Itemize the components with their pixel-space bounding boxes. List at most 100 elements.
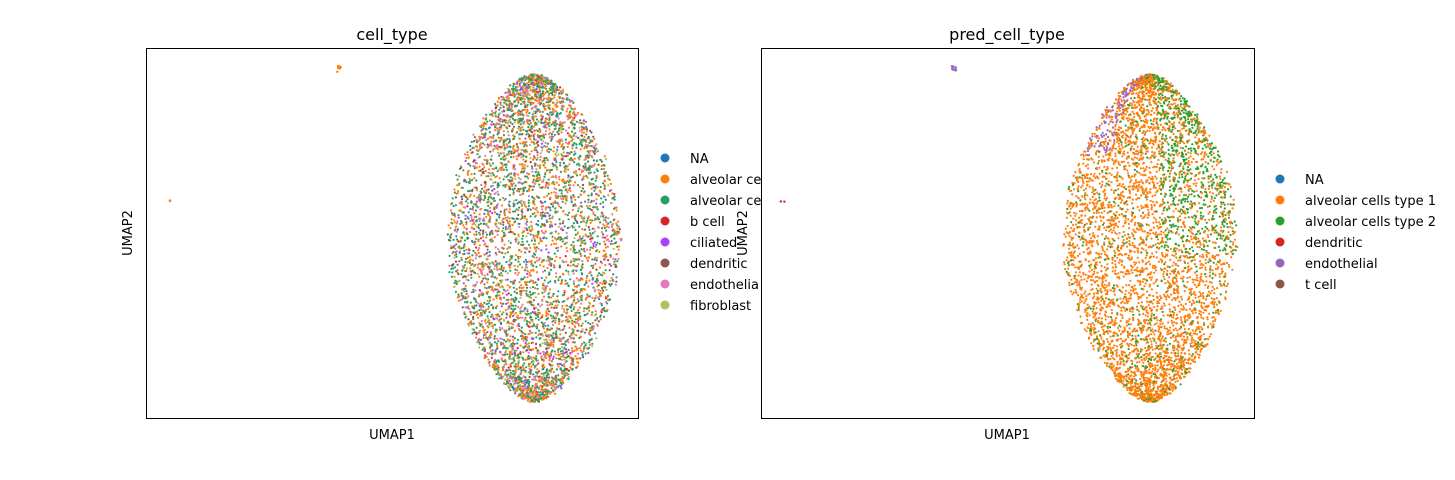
data-point (543, 108, 546, 111)
data-point (587, 256, 591, 259)
data-point (547, 273, 551, 276)
data-point (488, 131, 491, 134)
data-point (583, 254, 586, 257)
data-point (515, 378, 518, 381)
data-point (496, 337, 499, 340)
data-point (529, 233, 532, 236)
data-point (547, 281, 550, 284)
data-point (479, 222, 482, 225)
data-point (552, 292, 555, 296)
data-point (543, 223, 546, 226)
data-point (553, 128, 556, 131)
data-point (529, 371, 532, 374)
data-point (513, 100, 517, 103)
data-point (479, 229, 482, 232)
data-point (561, 101, 564, 104)
data-point (560, 197, 563, 200)
data-point (574, 233, 577, 236)
data-point (527, 177, 530, 180)
data-point (610, 264, 613, 267)
data-point (599, 185, 602, 189)
data-point (563, 374, 567, 377)
data-point (524, 175, 527, 178)
data-point (495, 328, 498, 331)
data-point (453, 212, 456, 215)
data-point (486, 160, 489, 163)
data-point (512, 85, 515, 88)
data-point (543, 214, 546, 217)
data-point (508, 368, 511, 371)
data-point (506, 278, 509, 281)
data-point (539, 343, 542, 346)
data-point (508, 100, 511, 103)
data-point (554, 377, 557, 380)
data-point (564, 141, 568, 144)
data-point (560, 307, 564, 310)
data-point (577, 136, 580, 139)
data-point (555, 89, 558, 92)
data-point (519, 133, 522, 136)
data-point (518, 190, 521, 193)
data-point (589, 171, 592, 174)
data-point (453, 275, 456, 278)
data-point (526, 232, 530, 235)
data-point (518, 206, 521, 209)
data-point (513, 352, 517, 355)
data-point (532, 304, 535, 307)
data-point (510, 302, 513, 305)
data-point (449, 239, 452, 242)
data-point (604, 158, 608, 161)
data-point (602, 214, 605, 217)
data-point (556, 295, 559, 298)
data-point (505, 298, 508, 301)
data-point (453, 281, 456, 284)
data-point (534, 181, 537, 184)
data-point (481, 311, 484, 314)
data-point (595, 243, 598, 246)
data-point (463, 243, 466, 246)
data-point (523, 276, 526, 279)
data-point (530, 224, 533, 227)
data-point (581, 187, 585, 190)
data-point (546, 344, 549, 347)
data-point (564, 185, 567, 188)
data-point (581, 328, 584, 331)
data-point (554, 392, 557, 395)
data-point (593, 219, 596, 222)
data-point (499, 321, 502, 324)
data-point (597, 272, 601, 275)
data-point (585, 277, 588, 280)
data-point (475, 187, 478, 190)
data-point (502, 134, 506, 137)
data-point (602, 167, 606, 171)
data-point (554, 207, 557, 210)
data-point (563, 194, 567, 197)
data-point (531, 310, 534, 314)
data-point (483, 283, 486, 286)
data-point (568, 226, 571, 229)
data-point (526, 272, 529, 275)
data-point (500, 377, 503, 380)
data-point (589, 246, 592, 249)
data-point (531, 320, 534, 323)
data-point (466, 217, 469, 220)
data-point (583, 307, 586, 310)
data-point (454, 196, 457, 199)
data-point (550, 91, 553, 94)
data-point (527, 204, 531, 208)
data-point (570, 243, 573, 247)
data-point (484, 322, 487, 325)
data-point (521, 153, 524, 156)
data-point (577, 206, 580, 209)
data-point (522, 331, 525, 335)
data-point (470, 276, 473, 279)
data-point (495, 296, 498, 300)
data-point (555, 317, 558, 320)
data-point (586, 137, 590, 140)
data-point (488, 319, 491, 322)
data-point (527, 260, 530, 263)
data-point (473, 167, 476, 170)
data-point (565, 315, 568, 319)
data-point (584, 168, 587, 171)
data-point (496, 151, 500, 154)
